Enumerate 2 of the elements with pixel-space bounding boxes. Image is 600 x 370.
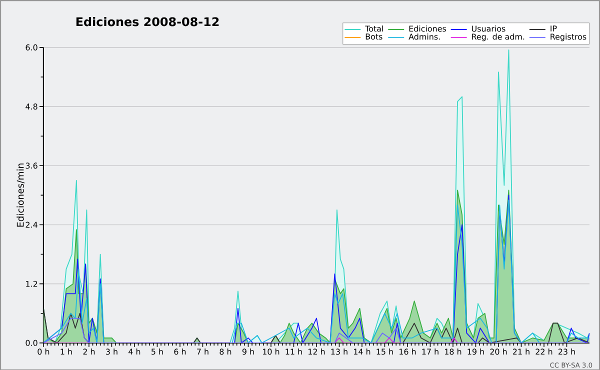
chart-title: Ediciones 2008-08-12	[76, 16, 219, 26]
y-axis-title: Ediciones/min	[16, 163, 25, 226]
